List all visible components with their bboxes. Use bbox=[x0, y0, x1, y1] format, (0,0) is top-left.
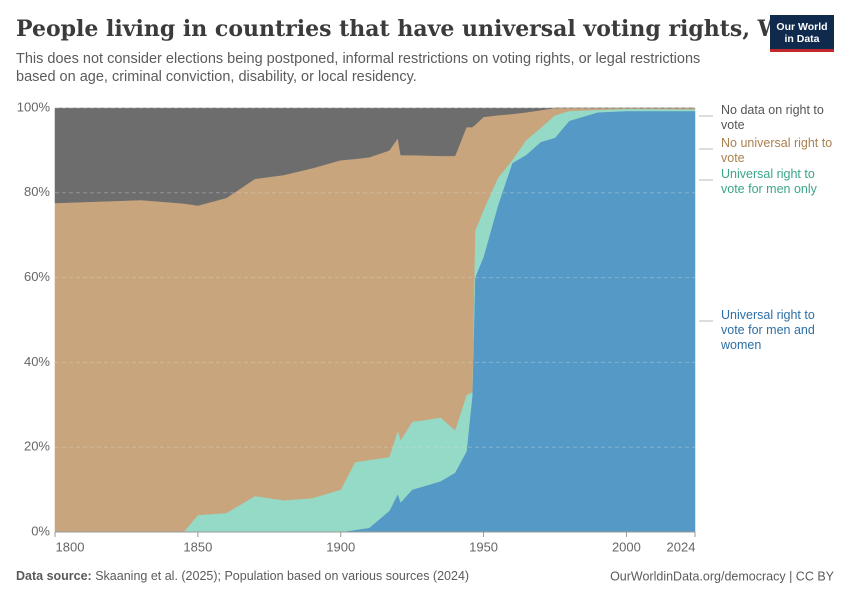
source-label: Data source: bbox=[16, 569, 92, 583]
x-tick-label: 1950 bbox=[469, 539, 498, 554]
source-text: Skaaning et al. (2025); Population based… bbox=[95, 569, 469, 583]
y-tick-label: 0% bbox=[31, 523, 50, 538]
chart-subtitle: This does not consider elections being p… bbox=[16, 51, 701, 85]
legend-box: No universal right to vote bbox=[721, 136, 833, 165]
area bbox=[54, 107, 695, 206]
x-tick-label: 1900 bbox=[326, 539, 355, 554]
subtitle-box: This does not consider elections being p… bbox=[16, 51, 701, 85]
legend-label: No data on right to vote bbox=[721, 103, 824, 132]
x-tick-label: 1850 bbox=[183, 539, 212, 554]
y-tick-label: 80% bbox=[24, 184, 50, 199]
y-tick-label: 60% bbox=[24, 269, 50, 284]
logo-text: Our World bbox=[776, 21, 827, 33]
legend-box: Universal right to vote for men and wome… bbox=[721, 308, 815, 352]
logo-bar bbox=[770, 49, 834, 52]
footer-url: OurWorldinData.org/democracy | CC BY bbox=[610, 569, 835, 583]
x-tick-label: 2000 bbox=[612, 539, 641, 554]
footer-source: Data source: Skaaning et al. (2025); Pop… bbox=[16, 569, 469, 583]
y-tick-label: 100% bbox=[17, 99, 51, 114]
x-tick-label: 1800 bbox=[56, 539, 85, 554]
y-tick-label: 20% bbox=[24, 439, 50, 454]
logo-text: in Data bbox=[784, 33, 819, 45]
chart-title: People living in countries that have uni… bbox=[16, 16, 831, 42]
legend-box: No data on right to vote bbox=[721, 103, 824, 132]
legend-label: Universal right to vote for men and wome… bbox=[721, 308, 815, 352]
legend-label: No universal right to vote bbox=[721, 136, 833, 165]
x-tick-label: 2024 bbox=[667, 539, 696, 554]
legend-label: Universal right to vote for men only bbox=[721, 167, 817, 196]
logo-box bbox=[770, 15, 834, 51]
y-tick-label: 40% bbox=[24, 354, 50, 369]
legend-box: Universal right to vote for men only bbox=[721, 167, 817, 196]
